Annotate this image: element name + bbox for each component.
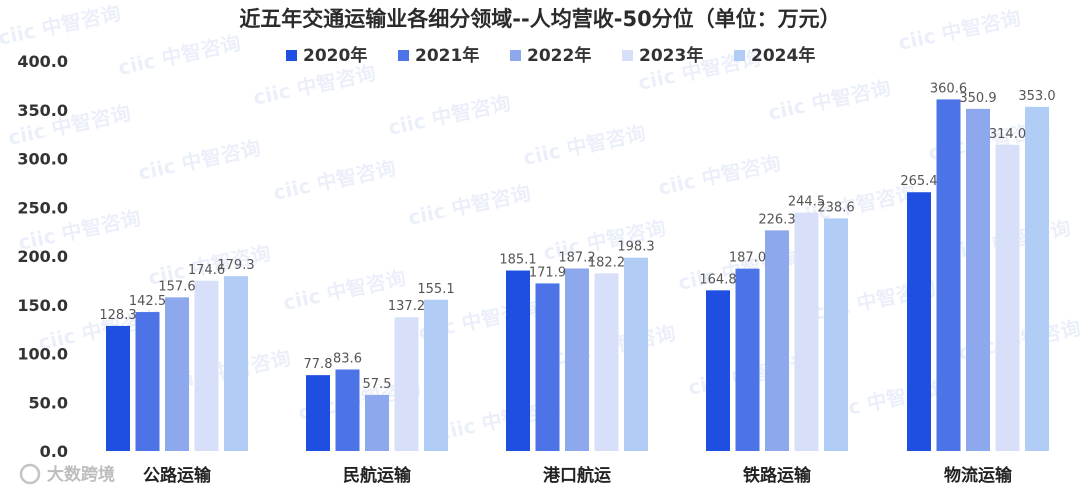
data-label: 350.9	[959, 91, 996, 106]
data-label: 198.3	[617, 240, 654, 255]
watermark-text: ciic 中智咨询	[656, 151, 783, 200]
data-label: 171.9	[529, 265, 566, 280]
bar	[224, 276, 248, 451]
bar	[594, 273, 619, 451]
data-label: 182.2	[588, 255, 625, 270]
data-label: 137.2	[388, 299, 425, 314]
watermark-text: ciic 中智咨询	[271, 156, 398, 205]
x-tick-label: 港口航运	[543, 465, 611, 486]
y-tick-label: 250.0	[17, 198, 68, 217]
bar	[565, 268, 589, 451]
x-tick-label: 物流运输	[944, 465, 1013, 486]
bar	[824, 218, 848, 451]
legend-label: 2024年	[751, 45, 815, 66]
bar	[165, 297, 189, 451]
bars	[106, 99, 1049, 452]
bar	[735, 268, 760, 451]
y-axis: 0.0 50.0 100.0 150.0 200.0 250.0 300.0 350.0 400…	[17, 52, 68, 461]
data-label: 226.3	[758, 212, 795, 227]
y-tick-label: 300.0	[17, 150, 68, 169]
logo-text: 大数跨境	[47, 464, 115, 485]
bar	[936, 99, 961, 451]
y-tick-label: 50.0	[29, 393, 68, 412]
x-tick-label: 公路运输	[143, 465, 212, 486]
bar	[706, 290, 730, 451]
bar	[907, 192, 931, 452]
y-tick-label: 150.0	[17, 296, 68, 315]
y-tick-label: 100.0	[17, 345, 68, 364]
chart-title: 近五年交通运输业各细分领域--人均营收-50分位（单位：万元）	[239, 7, 840, 31]
data-label: 164.8	[699, 272, 736, 287]
data-label: 128.3	[99, 308, 136, 323]
legend-label: 2023年	[639, 45, 703, 66]
legend: 2020年 2021年 2022年 2023年 2024年	[286, 45, 815, 66]
y-tick-label: 200.0	[17, 247, 68, 266]
data-label: 185.1	[499, 253, 536, 268]
legend-swatch	[398, 50, 409, 61]
logo-icon	[19, 463, 41, 485]
x-tick-label: 铁路运输	[743, 465, 812, 486]
bar	[424, 299, 448, 451]
corner-logo: 大数跨境	[19, 463, 115, 485]
y-tick-label: 350.0	[17, 101, 68, 120]
data-label: 179.3	[217, 258, 254, 273]
legend-label: 2022年	[527, 45, 591, 66]
watermark-text: ciic 中智咨询	[0, 1, 123, 50]
data-label: 83.6	[333, 351, 362, 366]
bar	[794, 212, 819, 451]
bar	[624, 257, 648, 451]
watermark-text: ciic 中智咨询	[136, 136, 263, 185]
data-label: 360.6	[930, 81, 967, 96]
data-label: 238.6	[817, 200, 854, 215]
data-label: 244.5	[788, 195, 825, 210]
watermark-text: ciic 中智咨询	[116, 31, 243, 80]
bar	[1025, 106, 1049, 451]
bar	[995, 144, 1020, 451]
data-label: 174.6	[188, 263, 225, 278]
data-label: 77.8	[304, 357, 333, 372]
data-label: 187.2	[558, 250, 595, 265]
y-tick-label: 400.0	[17, 52, 68, 71]
watermark-text: ciic 中智咨询	[766, 76, 893, 125]
bar	[535, 283, 560, 451]
legend-label: 2021年	[415, 45, 479, 66]
bar	[194, 280, 219, 451]
data-label: 314.0	[989, 127, 1026, 142]
x-axis: 公路运输 民航运输 港口航运 铁路运输 物流运输	[143, 465, 1013, 486]
bar	[365, 394, 389, 451]
bar	[765, 230, 789, 451]
legend-swatch	[286, 50, 297, 61]
data-label: 265.4	[900, 174, 937, 189]
y-tick-label: 0.0	[40, 442, 68, 461]
bar	[306, 375, 330, 451]
data-label: 142.5	[129, 294, 166, 309]
data-label: 157.6	[158, 279, 195, 294]
data-label: 155.1	[417, 282, 454, 297]
bar	[335, 369, 360, 451]
data-label: 353.0	[1018, 89, 1055, 104]
data-label: 187.0	[729, 251, 766, 266]
legend-swatch	[510, 50, 521, 61]
watermark-text: ciic 中智咨询	[386, 91, 513, 140]
bar	[966, 108, 990, 451]
bar	[135, 312, 160, 451]
x-tick-label: 民航运输	[343, 465, 412, 486]
data-label: 57.5	[363, 377, 392, 392]
bar	[394, 317, 419, 451]
watermark-text: ciic 中智咨询	[896, 6, 1023, 55]
bar	[106, 325, 130, 451]
bar	[506, 270, 530, 451]
legend-label: 2020年	[303, 45, 367, 66]
watermark-text: ciic 中智咨询	[406, 181, 533, 230]
watermark-text: ciic 中智咨询	[521, 121, 648, 170]
legend-swatch	[622, 50, 633, 61]
legend-swatch	[734, 50, 745, 61]
watermark-text: ciic 中智咨询	[251, 61, 378, 110]
